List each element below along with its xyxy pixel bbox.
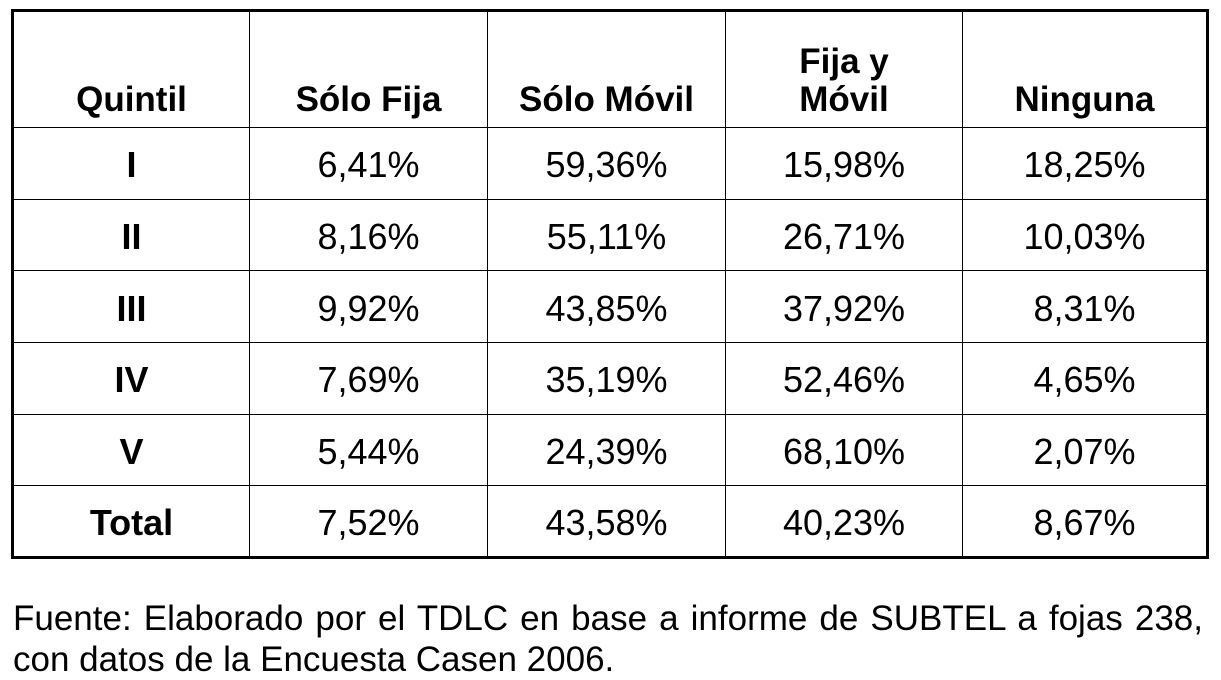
fija-y-movil-cell: 68,10% [725,413,963,487]
solo-movil-cell: 55,11% [487,198,726,272]
solo-fija-cell: 8,16% [249,198,488,272]
fija-y-movil-cell: 52,46% [725,341,963,415]
table-row: IV 7,69% 35,19% 52,46% 4,65% [12,341,1208,415]
table-row: I 6,41% 59,36% 15,98% 18,25% [12,127,1208,200]
solo-fija-cell: 9,92% [249,270,488,343]
source-note: Fuente: Elaborado por el TDLC en base a … [13,599,1203,679]
quintile-telephony-table: Quintil Sólo Fija Sólo Móvil Fija y Móvil… [11,9,1209,559]
table-row: V 5,44% 24,39% 68,10% 2,07% [12,413,1208,487]
quintil-cell: V [12,413,250,487]
solo-movil-cell: 59,36% [487,127,726,200]
header-solo-fija: Sólo Fija [249,10,488,128]
header-ninguna: Ninguna [962,10,1208,128]
fija-y-movil-cell: 37,92% [725,270,963,343]
table-row-total: Total 7,52% 43,58% 40,23% 8,67% [12,485,1208,558]
ninguna-cell: 4,65% [962,341,1208,415]
header-fija-y-movil-line1: Fija y [799,42,889,81]
table-row: III 9,92% 43,85% 37,92% 8,31% [12,270,1208,343]
solo-fija-cell: 7,69% [249,341,488,415]
fija-y-movil-cell: 26,71% [725,198,963,272]
ninguna-cell: 8,31% [962,270,1208,343]
solo-fija-cell: 7,52% [249,485,488,558]
ninguna-cell: 8,67% [962,485,1208,558]
quintil-cell: II [12,198,250,272]
solo-movil-cell: 43,85% [487,270,726,343]
quintil-cell: IV [12,341,250,415]
solo-fija-cell: 5,44% [249,413,488,487]
quintil-cell: I [12,127,250,200]
header-quintil: Quintil [12,10,250,128]
ninguna-cell: 10,03% [962,198,1208,272]
solo-movil-cell: 35,19% [487,341,726,415]
fija-y-movil-cell: 40,23% [725,485,963,558]
quintil-cell: III [12,270,250,343]
quintil-cell: Total [12,485,250,558]
solo-movil-cell: 43,58% [487,485,726,558]
header-fija-y-movil-line2: Móvil [799,80,889,119]
header-fija-y-movil: Fija y Móvil [725,10,963,128]
solo-fija-cell: 6,41% [249,127,488,200]
ninguna-cell: 2,07% [962,413,1208,487]
header-solo-movil: Sólo Móvil [487,10,726,128]
fija-y-movil-cell: 15,98% [725,127,963,200]
ninguna-cell: 18,25% [962,127,1208,200]
table-row: II 8,16% 55,11% 26,71% 10,03% [12,198,1208,272]
table-header-row: Quintil Sólo Fija Sólo Móvil Fija y Móvil… [12,10,1208,128]
solo-movil-cell: 24,39% [487,413,726,487]
